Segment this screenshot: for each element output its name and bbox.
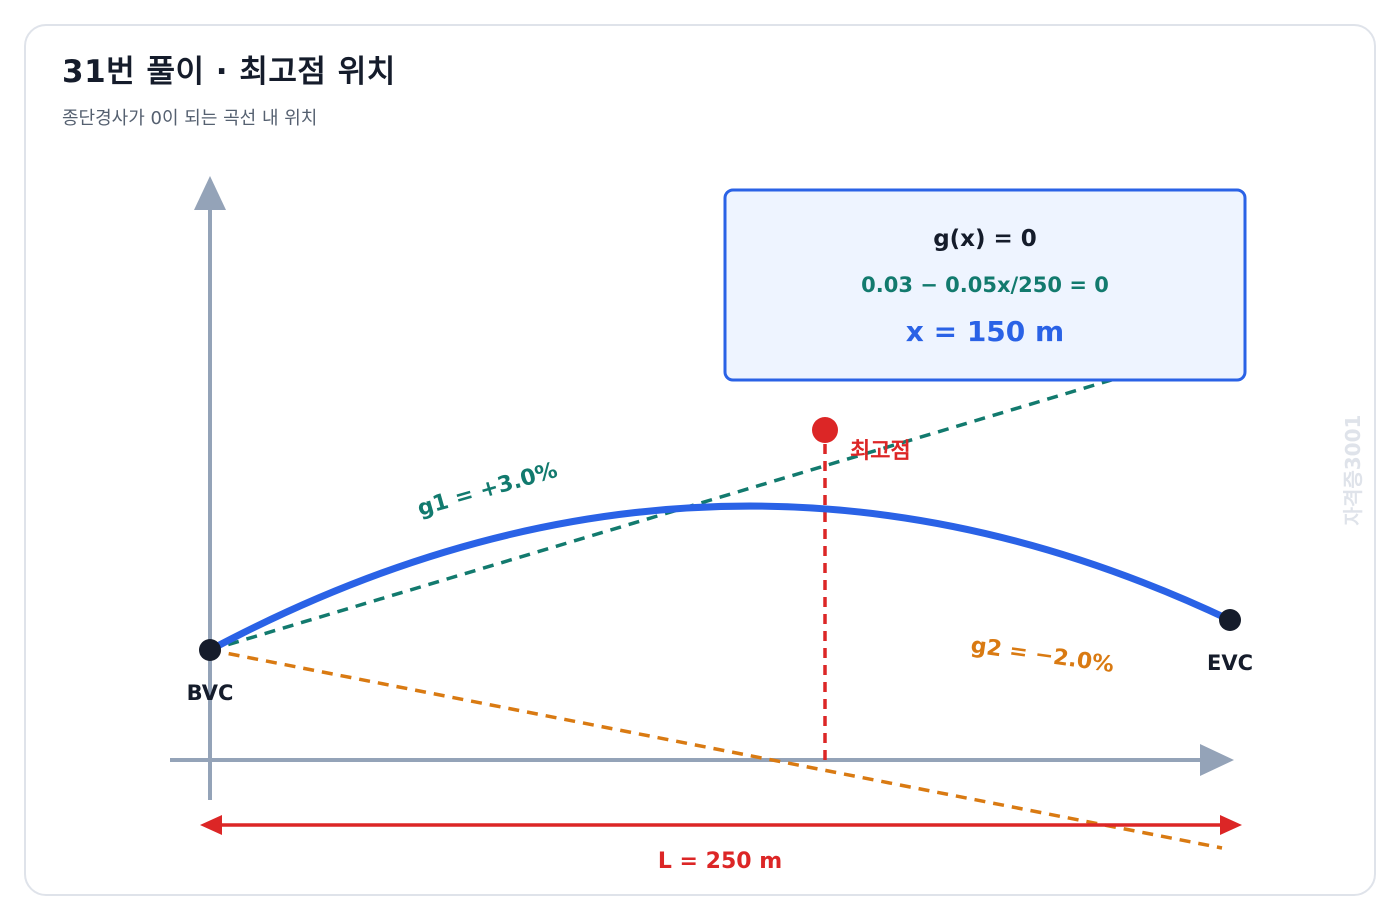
g1-tangent-line xyxy=(209,376,1119,652)
watermark: 자격증3001 xyxy=(1341,415,1365,526)
peak-marker xyxy=(812,417,838,443)
formula-line-3: x = 150 m xyxy=(906,315,1064,348)
page-title: 31번 풀이 · 최고점 위치 xyxy=(62,54,396,90)
formula-line-2: 0.03 − 0.05x/250 = 0 xyxy=(861,273,1109,297)
evc-point xyxy=(1219,609,1241,631)
formula-box xyxy=(723,188,1247,382)
evc-label: EVC xyxy=(1207,651,1253,675)
y-axis-arrowhead xyxy=(194,176,226,210)
page-subtitle: 종단경사가 0이 되는 곡선 내 위치 xyxy=(62,108,318,129)
bvc-label: BVC xyxy=(187,681,234,705)
g2-label: g2 = −2.0% xyxy=(969,633,1115,678)
g2-tangent-line xyxy=(209,648,1223,850)
length-label: L = 250 m xyxy=(658,849,782,874)
formula-line-1: g(x) = 0 xyxy=(933,226,1037,252)
g1-label: g1 = +3.0% xyxy=(415,458,561,522)
vertical-curve xyxy=(206,502,1234,654)
x-axis-arrowhead xyxy=(1200,744,1234,776)
peak-label: 최고점 xyxy=(850,439,911,464)
length-arrow-right xyxy=(1220,815,1242,835)
figure-card xyxy=(24,24,1376,896)
bvc-point xyxy=(199,639,221,661)
length-arrow-left xyxy=(200,815,222,835)
